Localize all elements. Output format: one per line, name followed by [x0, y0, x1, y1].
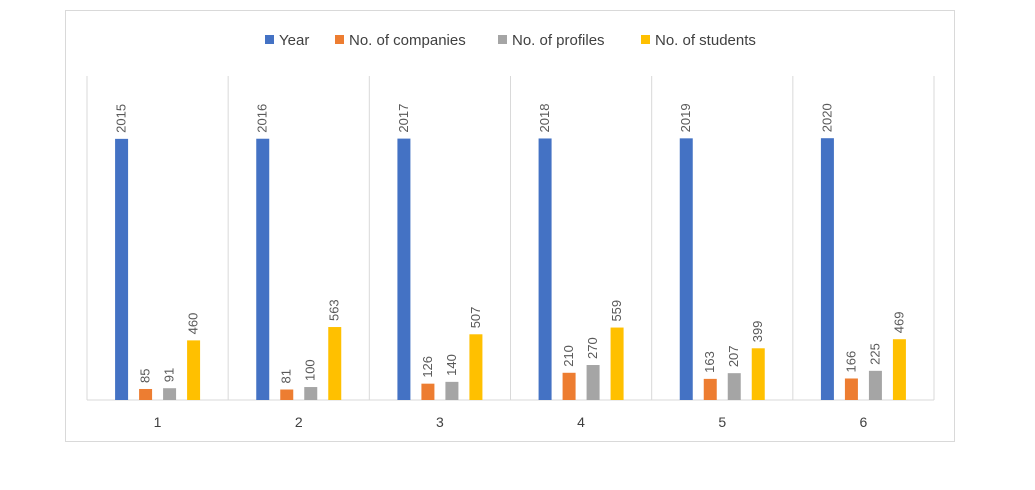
bar — [868, 370, 882, 400]
data-label: 163 — [702, 351, 717, 373]
data-label: 2018 — [537, 104, 552, 133]
category-grid — [86, 76, 935, 401]
data-label: 559 — [609, 300, 624, 322]
data-label: 563 — [327, 299, 342, 321]
bar — [586, 365, 600, 400]
bar — [421, 383, 435, 400]
data-label: 91 — [162, 368, 177, 382]
bar — [115, 138, 129, 400]
bar — [469, 334, 483, 400]
data-label: 166 — [843, 351, 858, 373]
legend-label-1: No. of companies — [349, 32, 466, 49]
data-labels: 2015 85 91 460 2016 81 100 563 2017 126 140 507 2018… — [114, 103, 907, 383]
legend: Year No. of companies No. of profiles No. o… — [265, 32, 756, 49]
bar — [139, 388, 153, 400]
legend-label-0: Year — [279, 32, 309, 49]
data-label: 270 — [585, 337, 600, 359]
bar — [397, 138, 411, 400]
data-label: 2016 — [255, 104, 270, 133]
legend-label-3: No. of students — [655, 32, 756, 49]
bar — [844, 378, 858, 400]
data-label: 207 — [726, 345, 741, 367]
data-label: 2019 — [678, 103, 693, 132]
data-label: 469 — [891, 312, 906, 334]
data-label: 399 — [750, 321, 765, 343]
bar — [445, 381, 459, 400]
x-tick-label: 2 — [295, 414, 303, 430]
bar — [727, 373, 741, 400]
bar — [562, 372, 576, 400]
bar — [679, 138, 693, 401]
x-tick-label: 5 — [718, 414, 726, 430]
x-tick-labels: 1 2 3 4 5 6 — [154, 414, 868, 430]
legend-swatch-1 — [335, 35, 344, 44]
chart-frame: Year No. of companies No. of profiles No. o… — [65, 10, 955, 442]
data-label: 460 — [186, 313, 201, 335]
bar — [187, 340, 201, 400]
bar — [256, 138, 270, 400]
data-label: 100 — [303, 359, 318, 381]
x-tick-label: 6 — [860, 414, 868, 430]
data-label: 507 — [468, 307, 483, 329]
data-label: 210 — [561, 345, 576, 367]
legend-label-2: No. of profiles — [512, 32, 605, 49]
x-tick-label: 3 — [436, 414, 444, 430]
bar — [751, 348, 765, 400]
legend-swatch-2 — [498, 35, 507, 44]
data-label: 81 — [279, 369, 294, 383]
data-label: 225 — [867, 343, 882, 365]
bar — [892, 339, 906, 400]
bar — [280, 389, 294, 400]
data-label: 2015 — [114, 104, 129, 133]
legend-swatch-0 — [265, 35, 274, 44]
data-label: 126 — [420, 356, 435, 378]
data-label: 2020 — [819, 103, 834, 132]
bar — [610, 327, 624, 400]
x-tick-label: 1 — [154, 414, 162, 430]
bar — [328, 327, 342, 400]
bar — [703, 378, 717, 400]
bars — [115, 138, 906, 401]
bar — [163, 388, 177, 400]
data-label: 140 — [444, 354, 459, 376]
bar — [538, 138, 552, 400]
data-label: 2017 — [396, 104, 411, 133]
chart-svg: Year No. of companies No. of profiles No. o… — [86, 32, 935, 430]
legend-swatch-3 — [641, 35, 650, 44]
bar — [820, 138, 834, 400]
x-tick-label: 4 — [577, 414, 585, 430]
bar — [304, 387, 318, 400]
data-label: 85 — [138, 369, 153, 383]
